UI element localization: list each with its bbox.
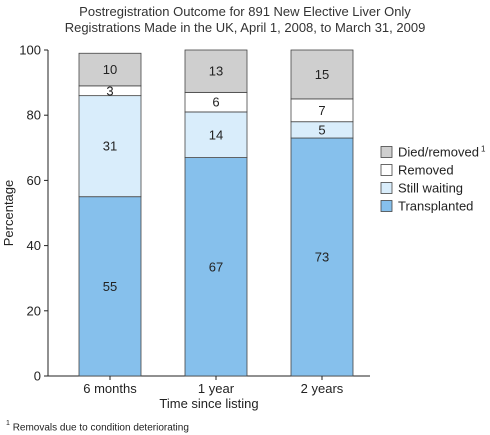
legend-swatch [380,182,393,194]
data-label: 67 [209,259,223,274]
data-label: 10 [103,62,117,77]
data-label: 7 [318,103,325,118]
x-tick-label: 2 years [301,381,344,396]
legend-label: Transplanted [398,199,473,214]
x-tick-label: 1 year [198,381,235,396]
bar-segment-still-waiting [184,111,248,158]
footnote: 1 Removals due to condition deterioratin… [6,420,189,434]
data-label: 31 [103,139,117,154]
bar-segment-died-removed [184,49,248,93]
data-label: 6 [212,95,219,110]
footnote-marker: 1 [6,420,10,427]
y-tick-label: 60 [27,173,41,188]
data-label: 73 [315,250,329,265]
data-label: 14 [209,127,223,142]
y-tick-label: 40 [27,238,41,253]
bar-segment-transplanted [184,157,248,377]
data-label: 5 [318,122,325,137]
bar-segment-transplanted [290,137,354,377]
y-axis-title: Percentage [1,180,16,247]
y-tick-label: 0 [34,369,41,384]
chart-title-line-2: Registrations Made in the UK, April 1, 2… [64,19,426,35]
legend-label: Removed [398,163,454,178]
x-axis-title: Time since listing [159,396,258,411]
legend-swatch [380,146,393,158]
bar-segment-still-waiting [78,95,142,198]
y-tick-label: 20 [27,303,41,318]
chart-title: Postregistration Outcome for 891 New Ele… [0,4,490,35]
legend-footnote-marker: 1 [481,145,486,154]
data-label: 13 [209,64,223,79]
legend-label: Still waiting [398,181,463,196]
bar-segment-died-removed [78,52,142,87]
y-tick-label: 100 [19,43,41,58]
y-tick-label: 80 [27,108,41,123]
data-label: 15 [315,67,329,82]
chart-title-line-1: Postregistration Outcome for 891 New Ele… [79,4,411,19]
bar-segment-died-removed [290,49,354,100]
legend-swatch [380,164,393,176]
footnote-text: Removals due to condition deteriorating [12,422,189,434]
bar-segment-transplanted [78,196,142,377]
data-label: 55 [103,279,117,294]
x-tick-label: 6 months [83,381,137,396]
legend-swatch [380,200,393,212]
data-label: 3 [106,83,113,98]
legend-label: Died/removed 1 [398,145,486,160]
